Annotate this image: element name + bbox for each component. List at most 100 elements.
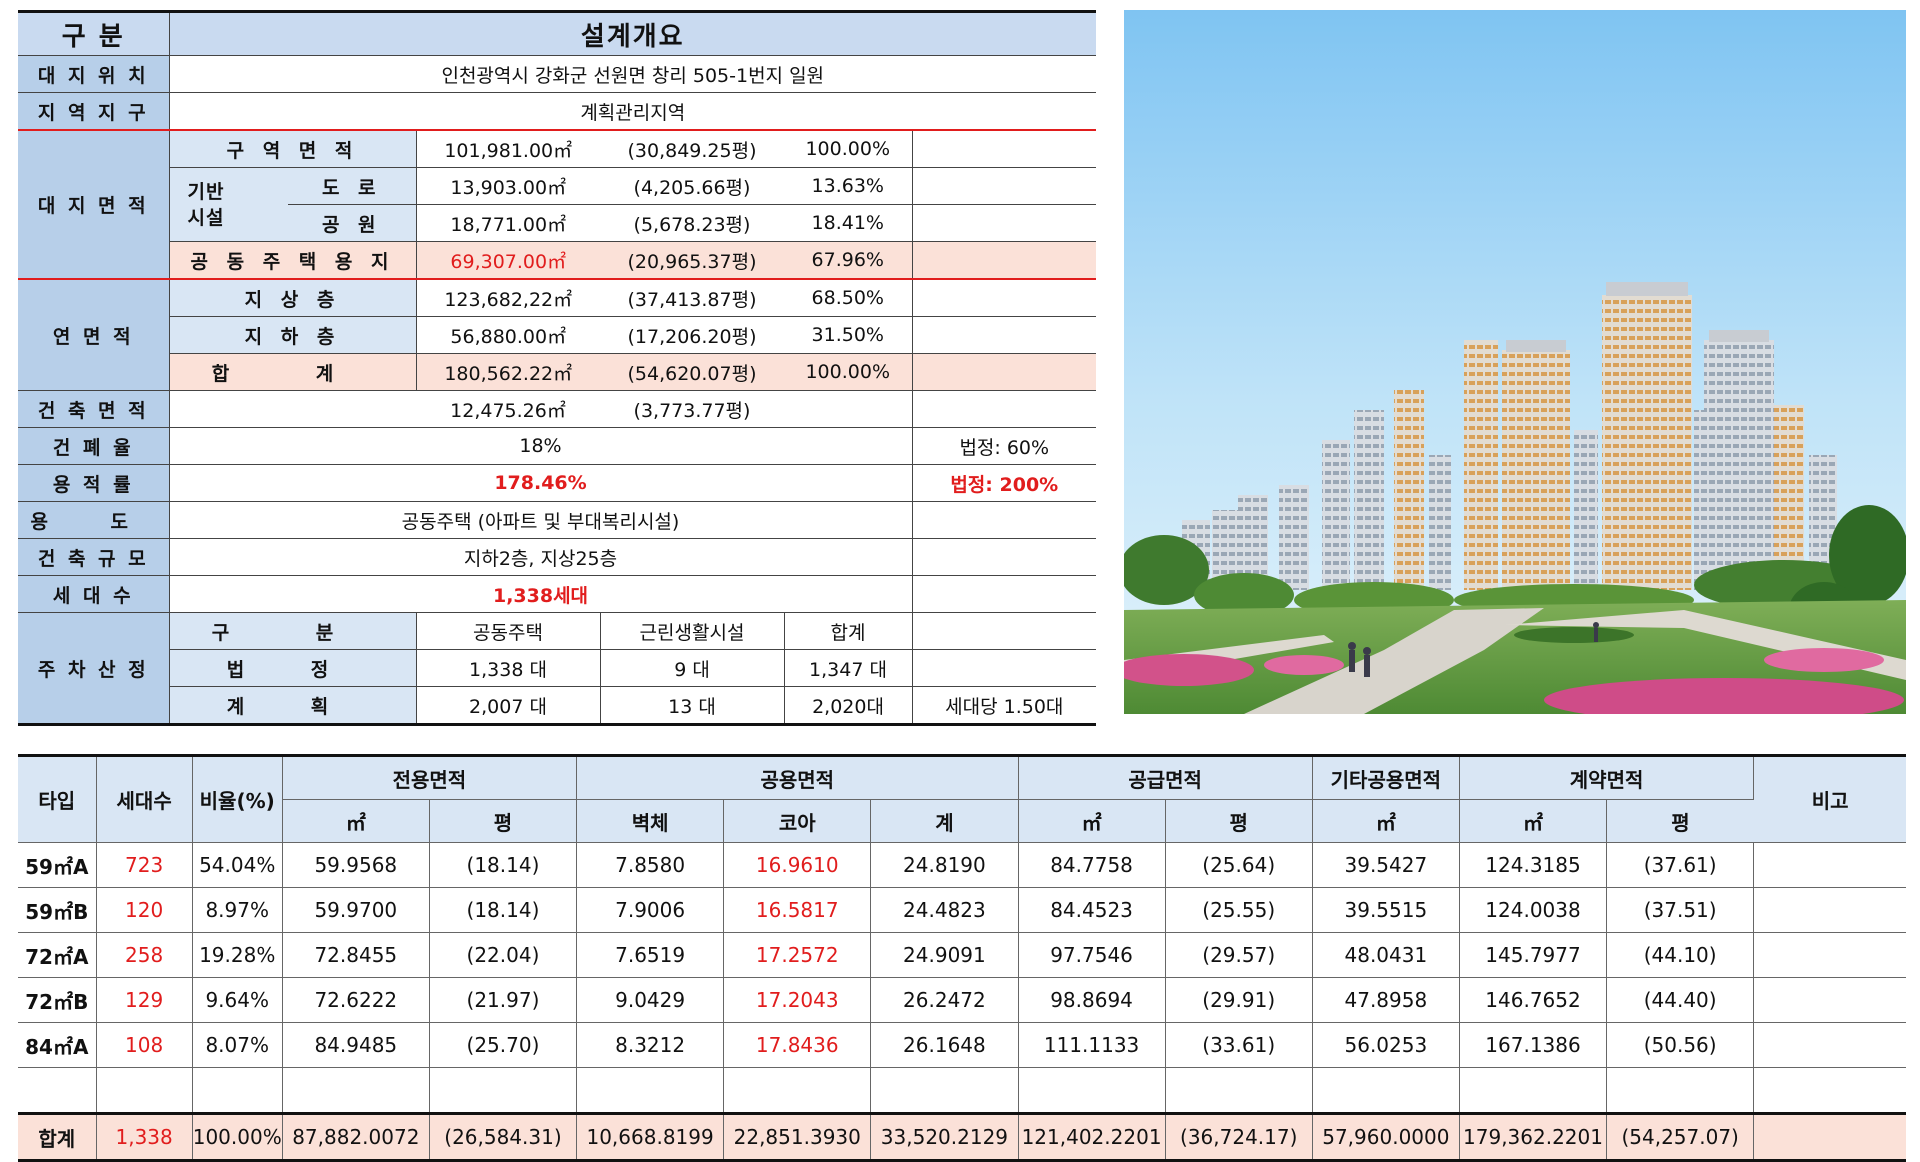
cell-other: 56.0253 [1312,1022,1460,1068]
col-type: 타입 [18,755,97,843]
cell-other: 48.0431 [1312,932,1460,978]
main-buildings [1464,282,1837,590]
parking-row-facility: 13 대 [600,686,785,725]
col-sum: 계 [870,799,1019,843]
floor-row-m2: 180,562.22㎡ [416,353,600,391]
building-area-label: 건 축 면 적 [18,390,170,428]
cell-ratio: 19.28% [192,932,283,978]
site-row-label: 공 원 [288,204,417,242]
cell-sup-py: (29.57) [1165,932,1313,978]
total-row: 합계 1,338 100.00% 87,882.0072 (26,584.31)… [18,1112,1906,1161]
cell-sup-py: (29.91) [1165,977,1313,1023]
cell-con-m2: 167.1386 [1459,1022,1608,1068]
cell-con-py: (50.56) [1606,1022,1755,1068]
floor-row-pyeong: (17,206.20평) [600,316,784,354]
cell-ratio: 9.64% [192,977,283,1023]
col-common: 공용면적 [576,755,1019,800]
site-row-ratio: 13.63% [784,167,913,205]
site-row-pyeong: (4,205.66평) [600,167,784,205]
coverage-value: 18% [169,427,913,465]
cell-ex-m2: 59.9700 [282,887,430,933]
cell-core: 16.9610 [723,842,872,888]
total-ex-py: (26,584.31) [429,1112,578,1161]
use-value: 공동주택 (아파트 및 부대복리시설) [169,501,913,539]
cell-type: 59㎡B [18,887,97,933]
floor-area-label: 연 면 적 [18,279,170,391]
col-exclusive: 전용면적 [282,755,578,800]
total-sum: 33,520.2129 [870,1112,1019,1161]
parking-row-housing: 2,007 대 [416,686,601,725]
far-value: 178.46% [169,464,913,502]
site-row-pyeong: (5,678.23평) [600,204,784,242]
infra-label: 기반 시설 [169,167,288,242]
total-con-py: (54,257.07) [1606,1112,1755,1161]
col-units: 세대수 [96,755,193,843]
unit-type-table: 타입 세대수 비율(%) 전용면적 공용면적 공급면적 기타공용면적 계약면적 … [18,754,1906,1162]
cell-sum: 24.4823 [870,887,1019,933]
total-wall: 10,668.8199 [576,1112,725,1161]
cell-ex-py: (25.70) [429,1022,578,1068]
site-row-label: 공 동 주 택 용 지 [169,241,417,280]
col-ratio: 비율(%) [192,755,283,843]
cell-sup-m2: 84.7758 [1018,842,1166,888]
parking-head-label: 구 분 [169,612,417,650]
cell-units: 129 [96,977,193,1023]
cell-units: 723 [96,842,193,888]
floor-row-note [912,279,1097,317]
cell-con-m2: 145.7977 [1459,932,1608,978]
cell-core: 17.2043 [723,977,872,1023]
site-row-pyeong: (20,965.37평) [600,241,784,280]
col-other-common: 기타공용면적 [1312,755,1460,800]
total-ex-m2: 87,882.0072 [282,1112,430,1161]
cell-ex-m2: 84.9485 [282,1022,430,1068]
floor-row-ratio: 100.00% [784,353,913,391]
total-units: 1,338 [96,1112,193,1161]
floor-row-note [912,353,1097,391]
total-other: 57,960.0000 [1312,1112,1460,1161]
floor-row-label: 지 상 층 [169,279,417,317]
col-pyeong: 평 [1606,799,1754,843]
cell-con-py: (44.40) [1606,977,1755,1023]
cell-units: 258 [96,932,193,978]
parking-row-housing: 1,338 대 [416,649,601,687]
floor-row-m2: 56,880.00㎡ [416,316,600,354]
people [1348,622,1599,677]
site-row-note [912,167,1097,205]
total-core: 22,851.3930 [723,1112,872,1161]
households-value: 1,338세대 [169,575,913,613]
cell-type: 59㎡A [18,842,97,888]
cell-sup-py: (33.61) [1165,1022,1313,1068]
floor-row-m2: 123,682,22㎡ [416,279,600,317]
col-m2: ㎡ [1312,799,1460,843]
floor-row-label: 지 하 층 [169,316,417,354]
floor-row-ratio: 31.50% [784,316,913,354]
households-label: 세 대 수 [18,575,170,613]
site-row-m2: 13,903.00㎡ [416,167,600,205]
total-ratio: 100.00% [192,1112,283,1161]
cell-ex-m2: 59.9568 [282,842,430,888]
site-row-label: 구 역 면 적 [169,130,417,168]
parking-row-label: 법 정 [169,649,417,687]
site-row-note [912,204,1097,242]
cell-remarks [1753,932,1906,978]
cell-sup-m2: 98.8694 [1018,977,1166,1023]
site-row-ratio: 100.00% [784,130,913,168]
cell-wall: 7.8580 [576,842,725,888]
coverage-label: 건 폐 율 [18,427,170,465]
cell-ex-py: (18.14) [429,842,578,888]
cell-wall: 9.0429 [576,977,725,1023]
total-label: 합계 [18,1112,97,1161]
page-title: 설계개요 [169,11,1097,56]
parking-row-note: 세대당 1.50대 [945,695,1064,718]
apartment-rendering-image [1124,10,1906,714]
cell-type: 84㎡A [18,1022,97,1068]
empty-row [18,1067,1906,1114]
cell-wall: 7.6519 [576,932,725,978]
cell-type: 72㎡B [18,977,97,1023]
cell-sum: 26.2472 [870,977,1019,1023]
cell-ex-m2: 72.6222 [282,977,430,1023]
col-contract: 계약면적 [1459,755,1755,800]
site-row-m2: 18,771.00㎡ [416,204,600,242]
col-core: 코아 [723,799,872,843]
distant-buildings [1182,390,1451,590]
